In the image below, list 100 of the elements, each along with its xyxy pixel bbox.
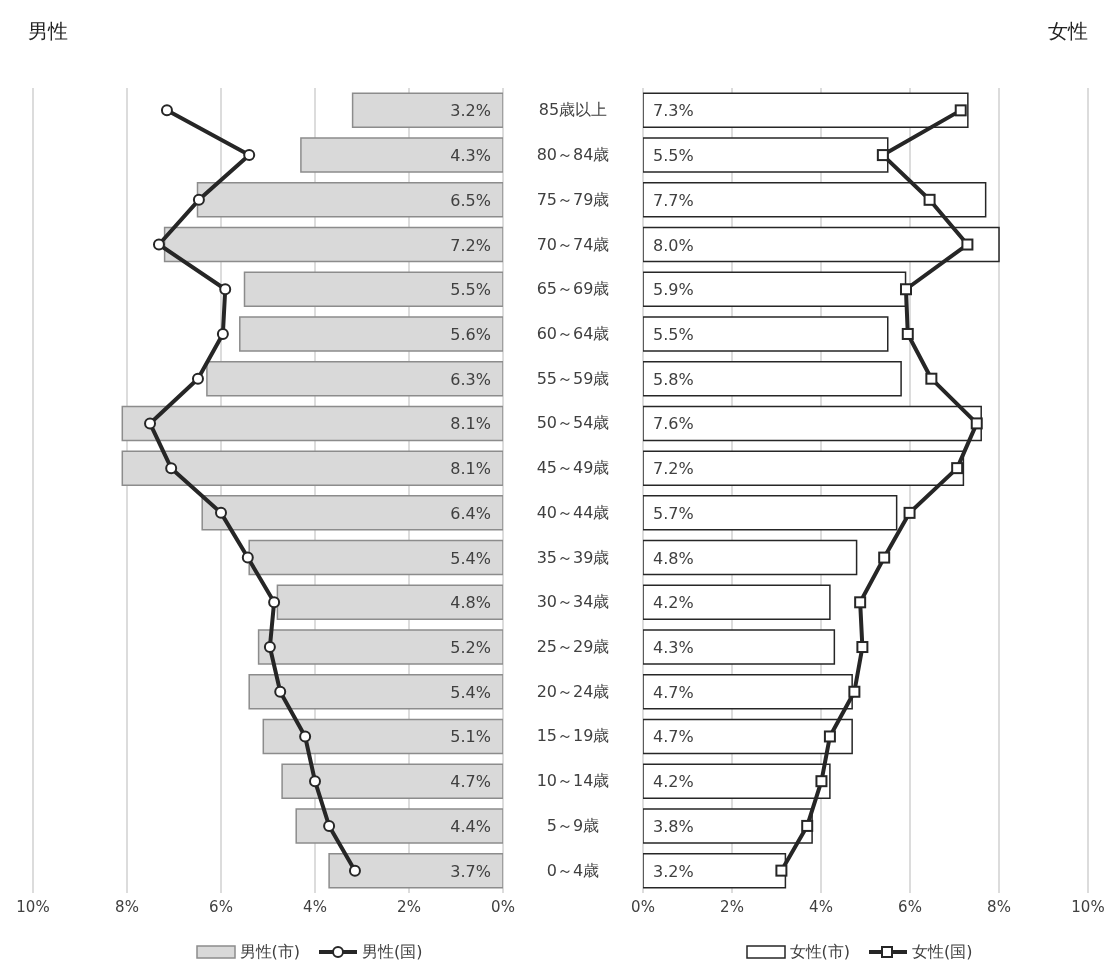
point bbox=[144, 417, 157, 430]
x-tick-label: 4% bbox=[809, 897, 833, 916]
y-tick-label: 75～79歳 bbox=[536, 189, 610, 209]
y-tick-label: 25～29歳 bbox=[536, 637, 610, 657]
point bbox=[299, 730, 312, 743]
point bbox=[309, 775, 321, 788]
point bbox=[152, 238, 165, 251]
data-label: 7.2% bbox=[450, 235, 491, 255]
x-tick-label: 8% bbox=[115, 897, 139, 916]
y-tick-label: 70～74歳 bbox=[536, 234, 610, 254]
x-tick-label: 10% bbox=[16, 897, 50, 916]
point bbox=[925, 372, 938, 385]
point bbox=[903, 506, 916, 519]
point bbox=[854, 596, 867, 609]
data-label: 5.5% bbox=[653, 324, 694, 344]
point bbox=[268, 596, 281, 609]
legend-label: 女性(国) bbox=[912, 941, 973, 963]
bar bbox=[643, 360, 902, 397]
data-label: 7.2% bbox=[653, 459, 694, 479]
x-tick-label: 0% bbox=[491, 897, 515, 916]
y-tick-label: 50～54歳 bbox=[536, 413, 610, 433]
point bbox=[856, 641, 869, 654]
point bbox=[241, 551, 254, 564]
y-tick-label: 45～49歳 bbox=[536, 458, 610, 478]
legend-label: 男性(国) bbox=[362, 941, 423, 963]
y-tick-label: 5～9歳 bbox=[546, 815, 600, 835]
data-label: 7.3% bbox=[653, 101, 694, 121]
data-label: 3.2% bbox=[450, 101, 491, 121]
x-tick-label: 6% bbox=[898, 897, 922, 916]
point bbox=[323, 819, 336, 832]
data-label: 6.4% bbox=[450, 503, 491, 523]
point bbox=[900, 283, 912, 296]
point bbox=[215, 506, 227, 519]
data-label: 3.2% bbox=[653, 861, 694, 881]
point bbox=[901, 327, 914, 340]
data-label: 5.9% bbox=[653, 280, 694, 300]
point bbox=[951, 462, 964, 475]
data-label: 3.8% bbox=[653, 816, 694, 836]
data-label: 5.7% bbox=[653, 503, 694, 523]
x-tick-label: 6% bbox=[209, 897, 233, 916]
point bbox=[876, 149, 889, 162]
point bbox=[801, 819, 814, 832]
point bbox=[160, 104, 173, 117]
y-tick-label: 40～44歳 bbox=[536, 502, 610, 522]
x-tick-label: 2% bbox=[397, 897, 421, 916]
bar bbox=[643, 584, 831, 621]
x-tick-label: 2% bbox=[720, 897, 744, 916]
data-label: 7.6% bbox=[653, 414, 694, 434]
data-label: 5.1% bbox=[450, 727, 491, 747]
data-label: 4.7% bbox=[653, 727, 694, 747]
bar bbox=[643, 539, 858, 576]
data-label: 4.8% bbox=[653, 548, 694, 568]
x-tick-label: 10% bbox=[1071, 897, 1105, 916]
legend-label: 女性(市) bbox=[789, 941, 850, 963]
point bbox=[219, 283, 232, 296]
data-label: 6.3% bbox=[450, 369, 491, 389]
point bbox=[191, 372, 204, 385]
chart-title: 女性 bbox=[1048, 18, 1088, 45]
data-label: 5.8% bbox=[653, 369, 694, 389]
x-tick-label: 4% bbox=[303, 897, 327, 916]
x-tick-label: 8% bbox=[987, 897, 1011, 916]
data-label: 5.6% bbox=[450, 324, 491, 344]
y-tick-label: 35～39歳 bbox=[536, 547, 610, 567]
data-label: 4.7% bbox=[450, 772, 491, 792]
x-tick-label: 0% bbox=[631, 897, 655, 916]
data-label: 7.7% bbox=[653, 190, 694, 210]
y-tick-label: 55～59歳 bbox=[536, 368, 610, 388]
point bbox=[274, 685, 287, 698]
point bbox=[970, 417, 983, 430]
point bbox=[823, 730, 836, 743]
y-tick-label: 85歳以上 bbox=[538, 100, 608, 120]
data-label: 4.8% bbox=[450, 593, 491, 613]
data-label: 8.1% bbox=[450, 459, 491, 479]
y-tick-label: 0～4歳 bbox=[546, 860, 600, 880]
data-label: 5.5% bbox=[653, 146, 694, 166]
legend-label: 男性(市) bbox=[239, 941, 300, 963]
data-label: 8.1% bbox=[450, 414, 491, 434]
chart-title: 男性 bbox=[28, 18, 68, 45]
point bbox=[923, 193, 936, 206]
y-tick-label: 20～24歳 bbox=[536, 681, 610, 701]
y-tick-label: 15～19歳 bbox=[536, 726, 610, 746]
y-tick-label: 80～84歳 bbox=[536, 145, 610, 165]
point bbox=[192, 193, 205, 206]
point bbox=[243, 149, 256, 162]
bar bbox=[643, 629, 836, 665]
data-label: 4.2% bbox=[653, 593, 694, 613]
bar bbox=[643, 316, 889, 352]
point bbox=[815, 775, 828, 788]
y-tick-label: 10～14歳 bbox=[536, 771, 610, 791]
data-label: 4.3% bbox=[653, 638, 694, 658]
data-label: 6.5% bbox=[450, 190, 491, 210]
data-label: 8.0% bbox=[653, 235, 694, 255]
point bbox=[216, 327, 229, 340]
point bbox=[165, 462, 178, 475]
data-label: 5.4% bbox=[450, 548, 491, 568]
y-tick-label: 30～34歳 bbox=[536, 592, 610, 612]
point bbox=[348, 864, 361, 877]
data-label: 5.2% bbox=[450, 638, 491, 658]
data-label: 4.2% bbox=[653, 772, 694, 792]
data-label: 3.7% bbox=[450, 861, 491, 881]
